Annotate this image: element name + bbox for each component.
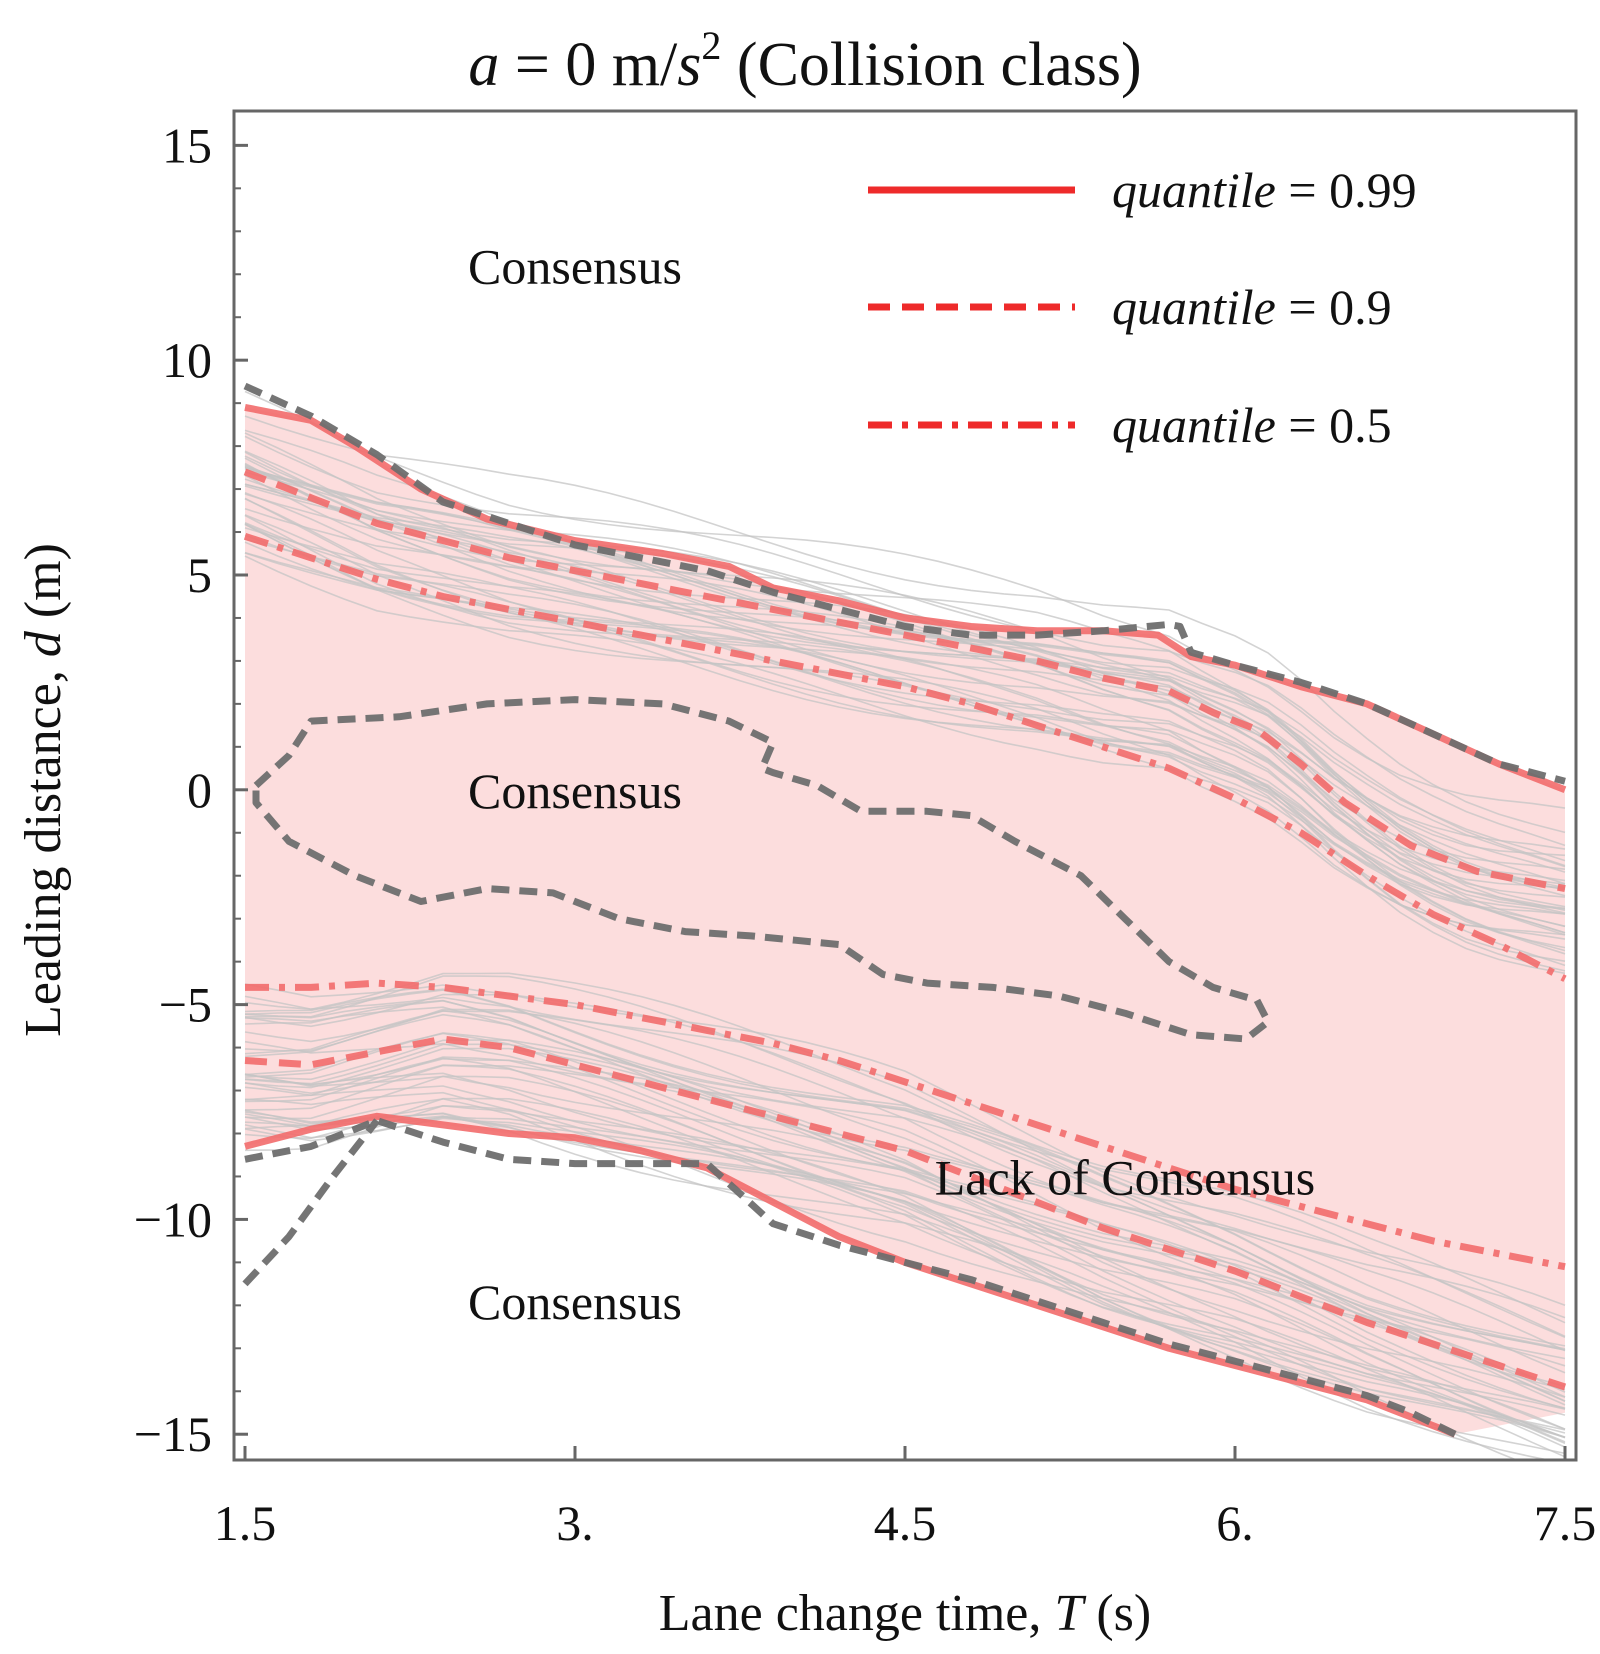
trajectory-line bbox=[244, 429, 1566, 857]
y-axis-ticks: 15 10 5 0 −5 −10 −15 bbox=[134, 117, 248, 1462]
trajectory-line bbox=[244, 415, 1566, 834]
trajectory-line bbox=[244, 1073, 1566, 1398]
trajectory-line bbox=[244, 1057, 1566, 1393]
y-tick-label: 10 bbox=[162, 332, 212, 388]
x-tick-label: 6. bbox=[1216, 1495, 1254, 1551]
trajectory-line bbox=[244, 1040, 1566, 1367]
quantile-0-5-lower--line bbox=[245, 979, 1566, 1271]
x-tick-label: 7.5 bbox=[1534, 1495, 1597, 1551]
trajectory-line bbox=[244, 527, 1566, 949]
quantile-0-5-upper--line bbox=[243, 532, 1567, 982]
trajectory-line bbox=[244, 471, 1566, 898]
consensus-boundary-upper--line bbox=[243, 382, 1566, 785]
trajectory-line bbox=[244, 1010, 1566, 1352]
legend-label: quantile = 0.9 bbox=[1112, 279, 1392, 335]
trajectory-line bbox=[244, 993, 1566, 1338]
trajectory-line bbox=[244, 390, 1566, 809]
chart-title: a = 0 m/s2 (Collision class) bbox=[468, 23, 1141, 99]
trajectory-line bbox=[244, 1104, 1519, 1460]
trajectory-line bbox=[244, 1091, 1566, 1431]
region-label: Consensus bbox=[468, 1274, 682, 1330]
y-tick-label: −10 bbox=[134, 1191, 212, 1247]
trajectory-line bbox=[244, 523, 1566, 934]
y-tick-label: 15 bbox=[162, 117, 212, 173]
legend-label: quantile = 0.5 bbox=[1112, 397, 1392, 453]
trajectory-line bbox=[244, 498, 1566, 915]
consensus-boundary-lower--line bbox=[244, 1117, 1457, 1438]
x-tick-label: 3. bbox=[556, 1495, 594, 1551]
y-tick-label: 0 bbox=[187, 762, 212, 818]
trajectory-line bbox=[244, 522, 1566, 940]
plot-area bbox=[242, 382, 1567, 1460]
y-tick-label: −5 bbox=[159, 977, 212, 1033]
trajectory-line bbox=[244, 1032, 1566, 1410]
trajectory-line bbox=[244, 1056, 1566, 1430]
series-layer bbox=[242, 382, 1567, 1438]
quantile-0-9-upper--line bbox=[243, 468, 1566, 893]
trajectory-line bbox=[244, 975, 1566, 1339]
trajectory-line bbox=[244, 464, 1566, 889]
trajectory-line bbox=[244, 534, 1566, 952]
quantile-0-99-lower--line bbox=[244, 1112, 1457, 1438]
x-tick-label: 4.5 bbox=[874, 1495, 937, 1551]
region-label: Consensus bbox=[468, 763, 682, 819]
region-label: Lack of Consensus bbox=[935, 1149, 1316, 1205]
trajectory-line bbox=[244, 1008, 1566, 1374]
y-tick-label: 5 bbox=[187, 547, 212, 603]
y-tick-label: −15 bbox=[134, 1406, 212, 1462]
y-axis-title: Leading distance, d (m) bbox=[15, 543, 72, 1037]
quantile-0-9-lower--line bbox=[244, 1035, 1567, 1391]
consensus-boundary-left-tail--line bbox=[242, 1118, 380, 1287]
trajectory-line bbox=[244, 972, 1566, 1324]
trajectory-line bbox=[244, 1009, 1566, 1388]
region-labels: Consensus Consensus Lack of Consensus Conse… bbox=[468, 239, 1315, 1330]
trajectory-line bbox=[244, 1064, 1566, 1439]
region-label: Consensus bbox=[468, 239, 682, 295]
trajectory-line bbox=[244, 514, 1566, 936]
trajectory-line bbox=[244, 1057, 1566, 1434]
legend-label: quantile = 0.99 bbox=[1112, 162, 1417, 218]
legend: quantile = 0.99 quantile = 0.9 quantile = … bbox=[868, 162, 1417, 453]
trajectory-line bbox=[244, 999, 1566, 1351]
trajectory-line bbox=[244, 1104, 1566, 1430]
consensus-boundary-inner--line bbox=[252, 696, 1272, 1043]
x-axis-ticks: 1.5 3. 4.5 6. 7.5 bbox=[214, 1446, 1597, 1551]
consensus-band-fill bbox=[245, 407, 1565, 1435]
x-axis-title: Lane change time, T (s) bbox=[659, 1585, 1151, 1642]
x-tick-label: 1.5 bbox=[214, 1495, 277, 1551]
trajectory-line bbox=[244, 1098, 1553, 1460]
trajectory-line bbox=[244, 1115, 1566, 1448]
trajectory-line bbox=[244, 492, 1566, 915]
